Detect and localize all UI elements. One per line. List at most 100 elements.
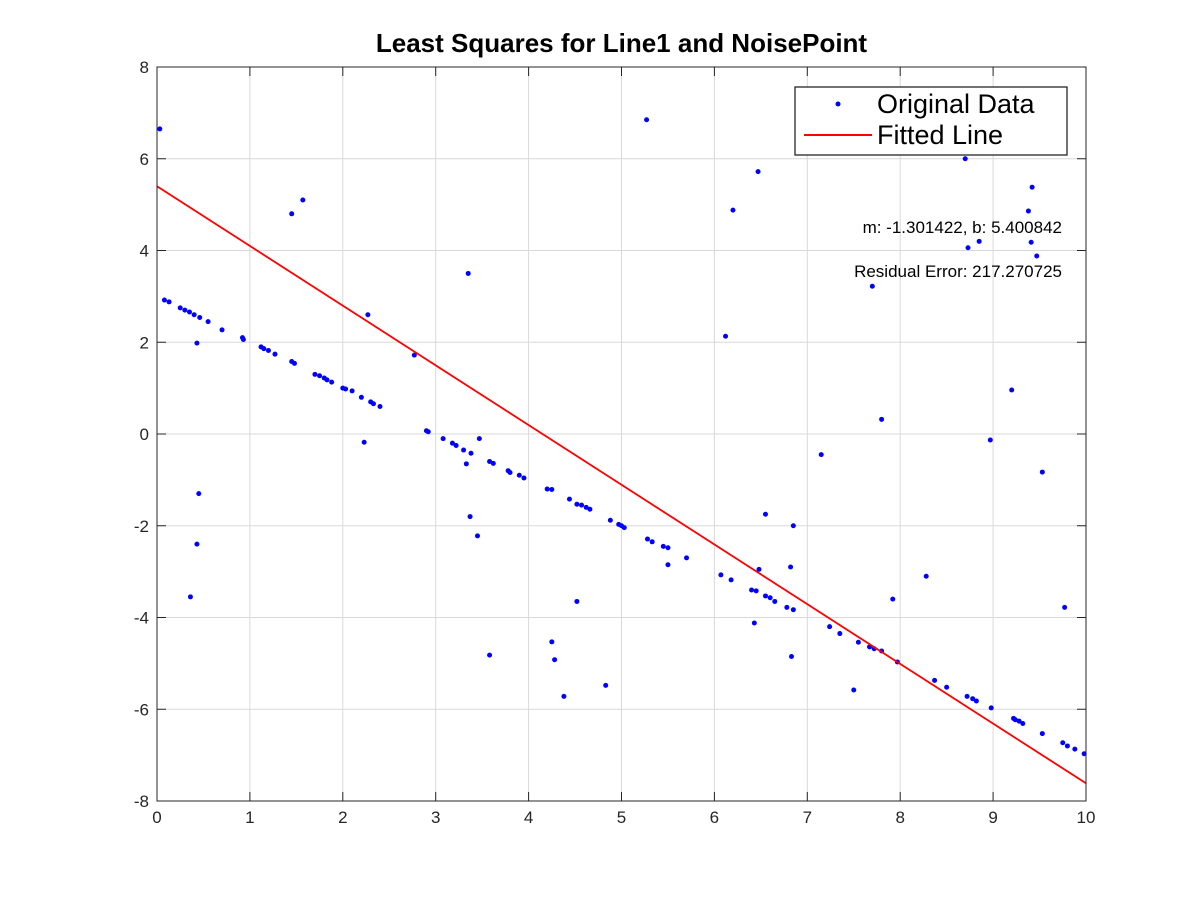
data-point: [1064, 743, 1070, 749]
data-point: [962, 156, 968, 162]
data-point: [1029, 184, 1035, 190]
y-tick-label: 4: [140, 242, 149, 261]
data-point: [767, 595, 773, 601]
data-point: [583, 504, 589, 510]
x-tick-label: 7: [803, 808, 812, 827]
data-point: [549, 639, 555, 645]
data-point: [855, 639, 861, 645]
data-point: [772, 598, 778, 604]
data-point: [644, 117, 650, 123]
data-point: [194, 340, 200, 346]
data-point: [544, 486, 550, 492]
legend-box: [794, 86, 1068, 156]
data-point: [879, 416, 885, 422]
data-point: [1039, 469, 1045, 475]
data-point: [973, 698, 979, 704]
data-point: [1062, 604, 1068, 610]
data-point: [827, 624, 833, 630]
data-point: [970, 696, 976, 702]
data-point: [194, 541, 200, 547]
data-point: [756, 566, 762, 572]
x-tick-label: 6: [710, 808, 719, 827]
data-point: [1009, 387, 1015, 393]
data-point: [411, 352, 417, 358]
data-point: [665, 562, 671, 568]
data-point: [574, 598, 580, 604]
data-point: [261, 346, 267, 352]
data-point: [487, 459, 493, 465]
data-point: [465, 270, 471, 276]
data-point: [453, 442, 459, 448]
data-point: [965, 245, 971, 251]
data-point: [964, 693, 970, 699]
data-point: [728, 577, 734, 583]
y-tick-label: 8: [140, 58, 149, 77]
data-point: [1072, 746, 1078, 752]
data-point: [289, 211, 295, 217]
y-tick-label: 0: [140, 425, 149, 444]
data-point: [516, 472, 522, 478]
y-tick-label: 6: [140, 150, 149, 169]
data-point: [1028, 239, 1034, 245]
data-point: [1039, 731, 1045, 737]
data-point: [944, 684, 950, 690]
fitted-line-layer: [156, 185, 1087, 785]
axis-ticks: 0 1 2 3 4 5 6 7 8 9 10 -8 -6 -4 -2 0 2 4 6 8: [134, 58, 1096, 827]
data-point: [324, 377, 330, 383]
data-point: [789, 653, 795, 659]
data-point: [191, 312, 197, 318]
x-tick-label: 10: [1077, 808, 1096, 827]
data-point: [561, 693, 567, 699]
data-point: [851, 687, 857, 693]
data-point: [177, 305, 183, 311]
data-point: [574, 501, 580, 507]
data-point: [475, 533, 481, 539]
data-point: [976, 238, 982, 244]
data-point: [603, 682, 609, 688]
data-point: [291, 360, 297, 366]
slope-intercept-annotation: m: -1.301422, b: 5.400842: [863, 218, 1062, 237]
data-point: [312, 371, 318, 377]
data-point: [219, 327, 225, 333]
data-point: [161, 297, 167, 303]
data-point: [890, 596, 896, 602]
x-tick-label: 5: [617, 808, 626, 827]
y-tick-label: -4: [134, 609, 149, 628]
data-point: [988, 705, 994, 711]
data-point: [490, 460, 496, 466]
data-point: [463, 461, 469, 467]
data-point: [187, 594, 193, 600]
data-point: [196, 491, 202, 497]
data-point: [784, 604, 790, 610]
data-point: [718, 572, 724, 578]
data-point: [818, 452, 824, 458]
data-point: [1020, 720, 1026, 726]
data-point: [487, 652, 493, 658]
residual-error-annotation: Residual Error: 217.270725: [854, 262, 1062, 281]
data-point: [1025, 208, 1031, 214]
data-point: [749, 587, 755, 593]
data-point: [923, 573, 929, 579]
x-tick-label: 8: [895, 808, 904, 827]
x-tick-label: 9: [988, 808, 997, 827]
data-point: [343, 386, 349, 392]
data-point: [587, 506, 593, 512]
data-point: [869, 283, 875, 289]
data-point: [365, 312, 371, 318]
data-point: [751, 620, 757, 626]
data-point: [723, 333, 729, 339]
y-tick-label: 2: [140, 333, 149, 352]
data-point: [182, 307, 188, 313]
data-point: [762, 511, 768, 517]
data-point: [684, 555, 690, 561]
data-point: [265, 348, 271, 354]
data-point: [790, 523, 796, 529]
data-point: [521, 475, 527, 481]
legend-label-fitted-line: Fitted Line: [877, 120, 1003, 150]
data-point: [240, 336, 246, 342]
data-point: [272, 351, 278, 357]
fitted-line: [156, 185, 1087, 785]
x-tick-label: 0: [152, 808, 161, 827]
data-point: [449, 440, 455, 446]
